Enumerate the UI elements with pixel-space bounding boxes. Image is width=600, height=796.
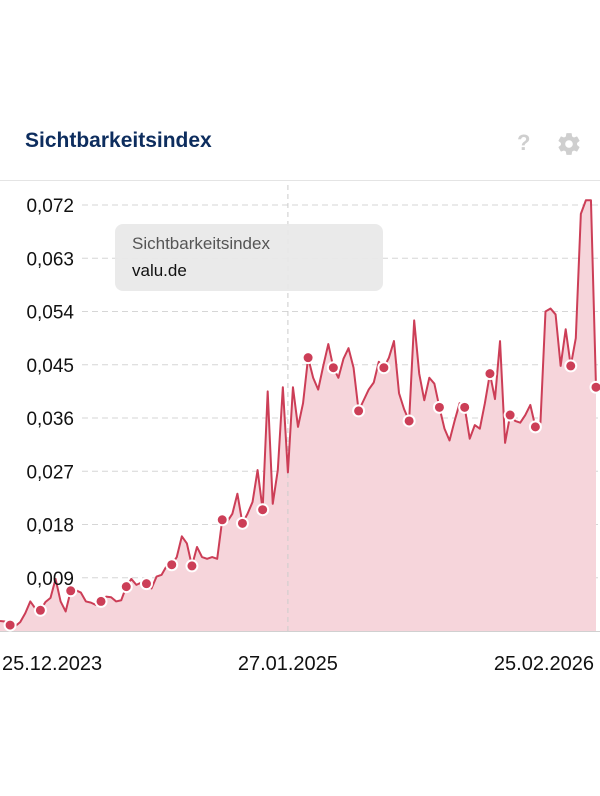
chart-tooltip: Sichtbarkeitsindex valu.de [115,224,383,291]
help-icon[interactable]: ? [517,130,531,155]
y-tick-label: 0,009 [26,569,74,590]
data-point[interactable] [377,361,391,375]
data-point[interactable] [64,584,78,598]
y-tick-label: 0,045 [26,356,74,377]
data-point[interactable] [402,414,416,428]
tooltip-label: Sichtbarkeitsindex [132,234,270,253]
data-point[interactable] [458,400,472,414]
data-point[interactable] [352,404,366,418]
data-point[interactable] [235,516,249,530]
y-tick-label: 0,036 [26,409,74,430]
y-tick-label: 0,063 [26,249,74,270]
x-tick-label: 27.01.2025 [238,653,338,675]
data-point[interactable] [301,351,315,365]
data-point[interactable] [503,408,517,422]
series-markers [3,351,600,632]
y-tick-label: 0,018 [26,516,74,537]
x-tick-label: 25.12.2023 [2,653,102,675]
y-axis: 0,009 0,018 0,027 0,036 0,045 0,054 0,063 0,072 [26,196,74,590]
data-point[interactable] [165,558,179,572]
data-point[interactable] [94,594,108,608]
x-axis: 25.12.2023 27.01.2025 25.02.2026 [2,653,594,675]
data-point[interactable] [119,580,133,594]
panel-title: Sichtbarkeitsindex [25,129,212,152]
data-point[interactable] [33,603,47,617]
data-point[interactable] [3,618,17,632]
data-point[interactable] [432,400,446,414]
panel-header: Sichtbarkeitsindex ? [0,112,600,181]
data-point[interactable] [139,577,153,591]
data-point[interactable] [215,513,229,527]
data-point[interactable] [589,380,600,394]
y-tick-label: 0,054 [26,303,74,324]
data-point[interactable] [528,420,542,434]
y-tick-label: 0,072 [26,196,74,217]
data-point[interactable] [185,559,199,573]
series-area-fill [0,200,596,631]
data-point[interactable] [256,503,270,517]
data-point[interactable] [483,367,497,381]
data-point[interactable] [564,359,578,373]
tooltip-value: valu.de [132,261,187,280]
gear-icon[interactable] [556,131,582,157]
y-tick-label: 0,027 [26,462,74,483]
data-point[interactable] [326,361,340,375]
x-tick-label: 25.02.2026 [494,653,594,675]
